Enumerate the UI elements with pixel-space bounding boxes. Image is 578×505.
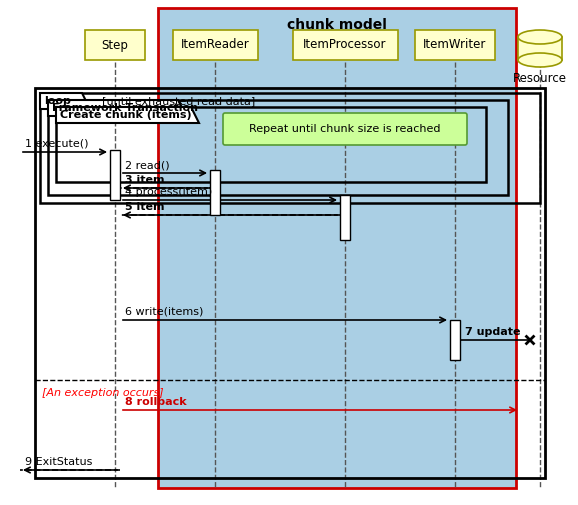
FancyBboxPatch shape xyxy=(415,30,495,60)
Ellipse shape xyxy=(518,53,562,67)
FancyBboxPatch shape xyxy=(210,170,220,215)
FancyBboxPatch shape xyxy=(172,30,258,60)
FancyBboxPatch shape xyxy=(340,195,350,240)
Text: Step: Step xyxy=(102,38,128,52)
Text: ItemReader: ItemReader xyxy=(180,38,249,52)
Text: loop: loop xyxy=(44,96,71,106)
Polygon shape xyxy=(40,93,90,109)
Text: 1 execute(): 1 execute() xyxy=(25,139,88,149)
Polygon shape xyxy=(518,37,562,60)
Text: 5 item: 5 item xyxy=(125,202,165,212)
Ellipse shape xyxy=(518,30,562,44)
Text: Framework Transaction: Framework Transaction xyxy=(52,103,198,113)
Polygon shape xyxy=(56,107,199,123)
Text: Resource: Resource xyxy=(513,72,567,85)
FancyBboxPatch shape xyxy=(110,150,120,200)
Text: Repeat until chunk size is reached: Repeat until chunk size is reached xyxy=(249,124,441,134)
Text: 4 process(item): 4 process(item) xyxy=(125,187,212,197)
Text: ItemWriter: ItemWriter xyxy=(423,38,487,52)
Text: chunk model: chunk model xyxy=(287,18,387,32)
FancyBboxPatch shape xyxy=(158,8,516,488)
Text: 2 read(): 2 read() xyxy=(125,160,169,170)
FancyBboxPatch shape xyxy=(85,30,145,60)
Text: 6 write(items): 6 write(items) xyxy=(125,307,203,317)
Text: [An exception occurs]: [An exception occurs] xyxy=(42,388,164,398)
Text: [until exhausted read data]: [until exhausted read data] xyxy=(102,96,255,106)
Text: 7 update: 7 update xyxy=(465,327,521,337)
FancyBboxPatch shape xyxy=(223,113,467,145)
FancyBboxPatch shape xyxy=(450,320,460,360)
Text: Create chunk (items): Create chunk (items) xyxy=(60,110,192,120)
Text: ItemProcessor: ItemProcessor xyxy=(303,38,387,52)
Text: 9 ExitStatus: 9 ExitStatus xyxy=(25,457,92,467)
FancyBboxPatch shape xyxy=(292,30,398,60)
Polygon shape xyxy=(48,100,186,116)
Text: 3 item: 3 item xyxy=(125,175,165,185)
Text: 8 rollback: 8 rollback xyxy=(125,397,187,407)
